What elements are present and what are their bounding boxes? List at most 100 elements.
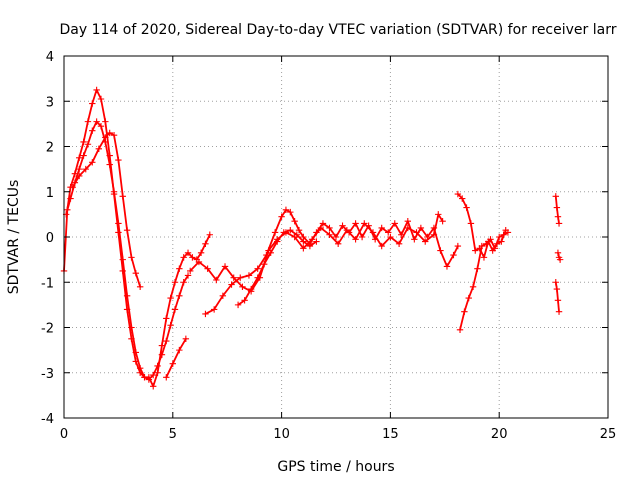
data-point xyxy=(171,306,179,313)
data-point xyxy=(110,188,118,195)
data-point xyxy=(267,249,274,257)
data-point xyxy=(287,208,294,216)
data-point xyxy=(478,242,485,250)
data-point xyxy=(150,371,157,379)
data-point xyxy=(504,229,512,236)
data-point xyxy=(554,297,562,304)
data-point xyxy=(260,260,268,268)
data-point xyxy=(171,279,179,286)
data-point xyxy=(280,229,287,236)
data-point xyxy=(317,224,324,232)
data-point xyxy=(482,240,490,247)
data-point xyxy=(145,376,153,383)
data-point xyxy=(343,227,351,234)
x-tick-label: 15 xyxy=(382,427,399,442)
data-point xyxy=(82,165,89,173)
data-point xyxy=(197,249,205,257)
data-point xyxy=(97,122,105,130)
chart-title: Day 114 of 2020, Sidereal Day-to-day VTE… xyxy=(60,22,617,38)
data-point xyxy=(287,227,294,234)
data-point xyxy=(459,195,466,202)
data-point xyxy=(187,267,194,275)
series-line xyxy=(554,195,560,225)
data-point xyxy=(132,270,140,277)
x-axis-label: GPS time / hours xyxy=(277,459,394,475)
data-point xyxy=(369,229,377,236)
data-point xyxy=(555,220,563,227)
data-point xyxy=(306,242,314,250)
data-point xyxy=(326,231,333,238)
data-point xyxy=(221,263,229,270)
data-point xyxy=(319,220,327,227)
data-point xyxy=(115,220,122,227)
data-point xyxy=(326,224,333,232)
series-trace-d xyxy=(163,335,190,381)
data-point xyxy=(300,245,307,252)
data-point xyxy=(128,324,135,331)
data-point xyxy=(430,231,438,238)
data-point xyxy=(237,274,244,281)
data-point xyxy=(89,127,96,134)
data-point xyxy=(136,283,144,290)
data-point xyxy=(119,193,126,200)
data-point xyxy=(176,292,183,300)
data-point xyxy=(496,233,503,241)
data-point xyxy=(154,369,161,376)
data-point xyxy=(184,249,192,257)
data-point xyxy=(334,240,342,247)
data-point xyxy=(339,222,346,229)
data-point xyxy=(202,310,209,318)
data-point xyxy=(150,383,157,390)
series-line xyxy=(204,208,459,315)
data-point xyxy=(119,256,126,263)
data-point xyxy=(93,86,100,94)
data-point xyxy=(204,265,211,272)
data-point xyxy=(552,193,559,200)
y-tick-label: 3 xyxy=(46,95,54,110)
data-point xyxy=(97,95,105,103)
data-point xyxy=(93,118,100,125)
data-point xyxy=(115,156,122,164)
y-tick-label: 2 xyxy=(46,141,54,156)
data-point xyxy=(176,265,183,272)
data-point xyxy=(556,256,564,263)
data-point xyxy=(210,306,218,313)
data-point xyxy=(167,294,174,302)
data-point xyxy=(417,224,425,232)
data-point xyxy=(461,308,468,315)
data-point xyxy=(480,254,488,261)
data-point xyxy=(245,272,253,279)
data-point xyxy=(180,254,187,261)
series-trace-i xyxy=(456,229,512,333)
data-point xyxy=(169,360,176,367)
data-point xyxy=(422,238,429,245)
data-point xyxy=(163,374,170,381)
data-point xyxy=(228,281,235,288)
y-tick-label: 1 xyxy=(46,186,54,201)
data-point xyxy=(102,134,109,141)
data-point xyxy=(454,190,462,198)
x-tick-label: 20 xyxy=(491,427,508,442)
x-tick-label: 25 xyxy=(600,427,617,442)
data-point xyxy=(89,159,96,166)
data-point xyxy=(554,213,562,220)
data-point xyxy=(110,131,118,139)
data-point xyxy=(123,292,131,300)
data-point xyxy=(69,184,76,191)
data-point xyxy=(308,236,316,243)
data-point xyxy=(282,206,290,214)
data-point xyxy=(395,240,403,247)
x-tick-label: 10 xyxy=(273,427,290,442)
data-point xyxy=(411,236,418,243)
data-point xyxy=(474,265,481,272)
x-tick-label: 5 xyxy=(169,427,177,442)
data-point xyxy=(385,229,392,236)
data-point xyxy=(80,138,87,146)
series-trace-j xyxy=(552,193,563,227)
data-point xyxy=(352,236,359,243)
data-point xyxy=(378,224,385,232)
data-point xyxy=(404,217,412,225)
data-point xyxy=(443,263,451,270)
data-point xyxy=(84,141,92,148)
